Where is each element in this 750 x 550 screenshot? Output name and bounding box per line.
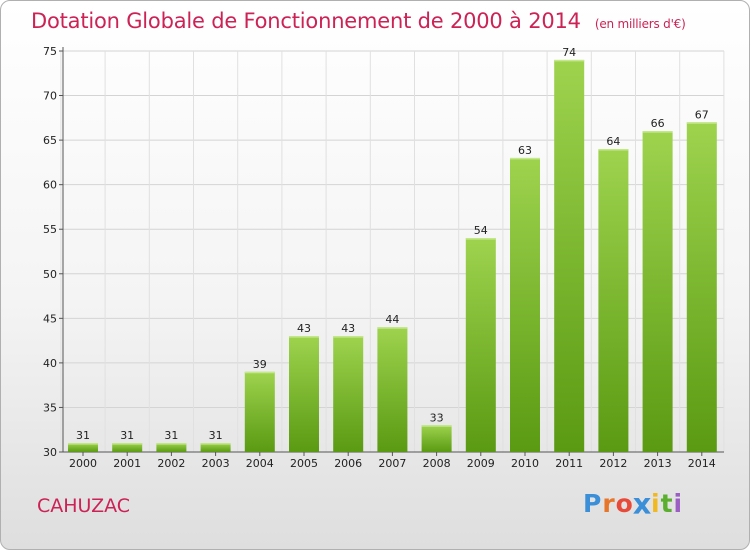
y-tick-label: 70 — [43, 90, 57, 103]
logo-letter: i — [673, 489, 684, 518]
x-tick-label: 2010 — [511, 457, 539, 470]
bar-2013 — [642, 131, 673, 452]
chart-title-text: Dotation Globale de Fonctionnement de 20… — [31, 9, 581, 33]
data-label: 64 — [606, 135, 620, 148]
bar-highlight — [598, 149, 629, 151]
x-tick-label: 2012 — [599, 457, 627, 470]
bar-2009 — [465, 238, 496, 452]
chart-unit: (en milliers d'€) — [594, 17, 686, 31]
x-tick-label: 2002 — [157, 457, 185, 470]
bar-2001 — [112, 443, 143, 452]
logo-letter: P — [583, 489, 603, 518]
bar-2004 — [244, 371, 275, 452]
y-tick-label: 60 — [43, 179, 57, 192]
data-label: 43 — [341, 322, 355, 335]
y-tick-label: 50 — [43, 268, 57, 281]
x-tick-label: 2014 — [688, 457, 716, 470]
data-label: 31 — [76, 429, 90, 442]
y-tick-label: 35 — [43, 401, 57, 414]
x-tick-label: 2004 — [246, 457, 274, 470]
data-label: 67 — [695, 108, 709, 121]
bar-2002 — [156, 443, 187, 452]
bar-2006 — [333, 336, 364, 452]
proxiti-logo: Proxiti — [583, 486, 684, 521]
bar-highlight — [377, 327, 408, 329]
logo-letter: x — [632, 486, 653, 521]
bar-highlight — [642, 131, 673, 133]
bars — [68, 59, 717, 453]
y-tick-label: 40 — [43, 357, 57, 370]
bar-highlight — [68, 443, 98, 445]
data-label: 31 — [164, 429, 178, 442]
logo-letter: t — [660, 489, 674, 518]
chart-title: Dotation Globale de Fonctionnement de 20… — [31, 9, 686, 33]
bar-highlight — [421, 425, 452, 427]
bar-2011 — [554, 59, 585, 453]
bar-2000 — [68, 443, 98, 452]
data-label: 43 — [297, 322, 311, 335]
x-tick-label: 2013 — [644, 457, 672, 470]
y-tick-label: 30 — [43, 446, 57, 459]
bar-2008 — [421, 425, 452, 452]
logo-letter: o — [615, 489, 634, 518]
bar-highlight — [156, 443, 187, 445]
data-label: 31 — [209, 429, 223, 442]
bar-highlight — [200, 443, 231, 445]
data-label: 66 — [651, 117, 665, 130]
x-tick-label: 2003 — [202, 457, 230, 470]
bar-highlight — [244, 371, 275, 374]
bar-highlight — [112, 443, 143, 445]
bar-highlight — [333, 336, 364, 338]
bar-highlight — [510, 157, 540, 160]
bar-2005 — [289, 336, 319, 452]
data-label: 33 — [430, 411, 444, 424]
data-label: 31 — [120, 429, 134, 442]
bar-highlight — [465, 238, 496, 240]
x-tick-label: 2005 — [290, 457, 318, 470]
commune-name: CAHUZAC — [37, 495, 131, 517]
bar-2010 — [510, 157, 540, 452]
x-tick-label: 2007 — [378, 457, 406, 470]
data-label: 44 — [385, 313, 399, 326]
bar-2014 — [686, 122, 717, 453]
x-tick-label: 2006 — [334, 457, 362, 470]
x-tick-label: 2000 — [69, 457, 97, 470]
y-tick-label: 55 — [43, 223, 57, 236]
labels: 30 35 40 45 50 55 60 65 70 75 31 2000 31 2001 31 2002 31… — [43, 45, 716, 470]
data-label: 39 — [253, 358, 267, 371]
y-tick-label: 45 — [43, 312, 57, 325]
bar-2007 — [377, 327, 408, 452]
bar-2003 — [200, 443, 231, 452]
logo-letter: i — [651, 489, 661, 518]
bar-highlight — [289, 336, 319, 338]
x-tick-label: 2009 — [467, 457, 495, 470]
x-tick-label: 2001 — [113, 457, 141, 470]
logo-letter: r — [602, 489, 616, 518]
y-tick-label: 65 — [43, 134, 57, 147]
bar-highlight — [686, 122, 717, 124]
x-tick-label: 2008 — [423, 457, 451, 470]
data-label: 63 — [518, 144, 532, 157]
data-label: 54 — [474, 224, 488, 237]
x-tick-label: 2011 — [555, 457, 583, 470]
data-label: 74 — [562, 46, 576, 59]
bar-2012 — [598, 149, 629, 452]
y-tick-label: 75 — [43, 45, 57, 58]
bar-highlight — [554, 59, 585, 62]
